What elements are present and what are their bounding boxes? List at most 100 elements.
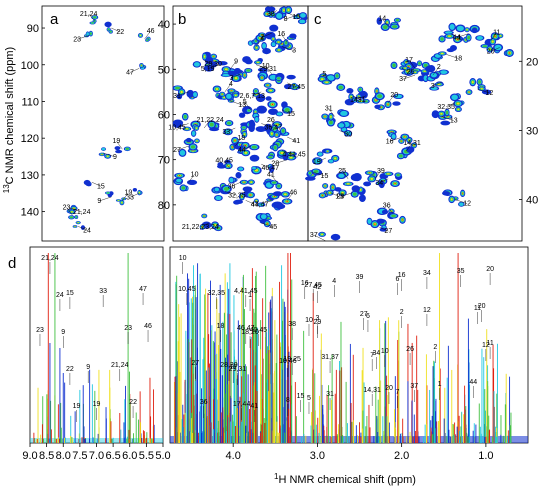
cross-peak: [209, 122, 214, 127]
peak-leader: [340, 192, 353, 197]
cross-peak: [367, 218, 372, 224]
cross-peak: [273, 145, 277, 150]
cross-peak: [273, 196, 276, 198]
right-peak-label: 26: [406, 346, 414, 353]
peak-label: 11: [493, 30, 500, 37]
cross-peak: [277, 77, 281, 80]
peak-label: 18: [454, 55, 462, 62]
peak-leader: [102, 152, 116, 158]
peak-label: 15: [97, 183, 105, 190]
peak-leader: [245, 200, 255, 205]
panel-letter-d: d: [8, 255, 16, 272]
cross-peak: [445, 31, 453, 35]
peak-leader: [446, 102, 456, 107]
cross-peak: [414, 71, 417, 73]
cross-peak: [401, 219, 404, 221]
peak-leader: [231, 182, 241, 187]
left-peak-label: 19: [93, 401, 101, 408]
cross-peak: [209, 127, 220, 132]
cross-peak: [381, 209, 389, 215]
peak-label: 16: [277, 31, 285, 38]
peak-label: 47: [126, 69, 134, 76]
cross-peak: [69, 216, 74, 219]
cross-peak: [254, 116, 259, 122]
cross-peak: [332, 186, 334, 189]
cross-peak: [201, 226, 203, 228]
left-peak-label: 47: [139, 286, 147, 293]
cross-peak: [345, 130, 351, 136]
cross-peak: [338, 123, 345, 128]
peak-leader: [66, 207, 73, 216]
cross-peak: [213, 55, 215, 57]
peak-leader: [230, 100, 243, 106]
peak-label: 22: [116, 29, 124, 36]
right-peak-label: 4,41,45: [234, 288, 257, 295]
cross-peak: [243, 181, 245, 183]
right-peak-label: 12: [482, 342, 490, 349]
cross-peak: [246, 69, 251, 72]
peak-leader: [312, 171, 325, 177]
cross-peak: [313, 169, 319, 173]
right-peak-label: 5: [307, 395, 311, 402]
peak-label: 20: [390, 92, 398, 99]
y-tick-label: 90: [27, 23, 39, 35]
cross-peak: [341, 191, 344, 194]
right-peak-label: 42: [314, 284, 322, 291]
y-tick-label: 120: [21, 133, 39, 145]
cross-peak: [270, 132, 273, 135]
cross-peak: [255, 94, 266, 103]
cross-peak: [351, 185, 360, 193]
cross-peak: [391, 214, 396, 218]
peak-leader: [69, 207, 82, 213]
x-tick-label: 9.0: [22, 450, 37, 462]
peak-label: 19: [113, 138, 121, 145]
right-peak-label: 36: [200, 399, 208, 406]
peak-leader: [386, 205, 393, 214]
cross-peak: [413, 144, 415, 146]
cross-peak: [114, 146, 121, 151]
right-peak-label: 2: [400, 309, 404, 316]
right-peak-label: 16: [398, 272, 406, 279]
cross-peak: [286, 74, 296, 80]
peak-leader: [235, 137, 242, 147]
x-tick-label: 2.0: [394, 450, 409, 462]
cross-peak: [283, 9, 285, 12]
right-peak-label: 40,45: [250, 327, 268, 334]
cross-peak: [261, 34, 263, 36]
y-tick-label: 30: [526, 125, 538, 137]
cross-peak: [423, 70, 426, 72]
cross-peak: [213, 223, 217, 227]
y-tick-label: 20: [526, 56, 538, 68]
cross-peak: [77, 222, 79, 224]
peak-label: 29: [337, 194, 345, 201]
peak-leader: [224, 191, 237, 196]
cross-peak: [326, 75, 335, 81]
cross-peak: [223, 187, 230, 191]
peak-leader: [324, 73, 331, 83]
right-peak-label: 46,47: [237, 325, 255, 332]
peak-label: 26: [407, 69, 415, 76]
peak-leader: [374, 170, 382, 179]
cross-peak: [186, 179, 198, 185]
panel-b-plot: 381584231628,305,199329,311027,453142,6,…: [158, 6, 308, 232]
peak-leader: [229, 61, 237, 70]
cross-peak: [276, 112, 283, 116]
peak-label: 21,24: [73, 209, 91, 216]
cross-peak: [400, 140, 402, 142]
cross-peak: [340, 110, 348, 116]
peak-leader: [244, 101, 252, 111]
right-peak-label: 18: [217, 323, 225, 330]
cross-peak: [242, 126, 246, 129]
peak-leader: [129, 68, 140, 73]
cross-peak: [300, 13, 306, 18]
right-peak-label: 34: [372, 350, 380, 357]
cross-peak: [217, 162, 224, 167]
cross-peak: [260, 214, 267, 220]
peak-label: 23: [73, 36, 81, 43]
peak-label: 25: [338, 168, 346, 175]
cross-peak: [328, 120, 333, 125]
cross-peak: [325, 81, 329, 84]
cross-peak: [447, 35, 452, 37]
peak-label: 28,30: [204, 61, 222, 68]
left-peak-label: 15: [66, 290, 74, 297]
